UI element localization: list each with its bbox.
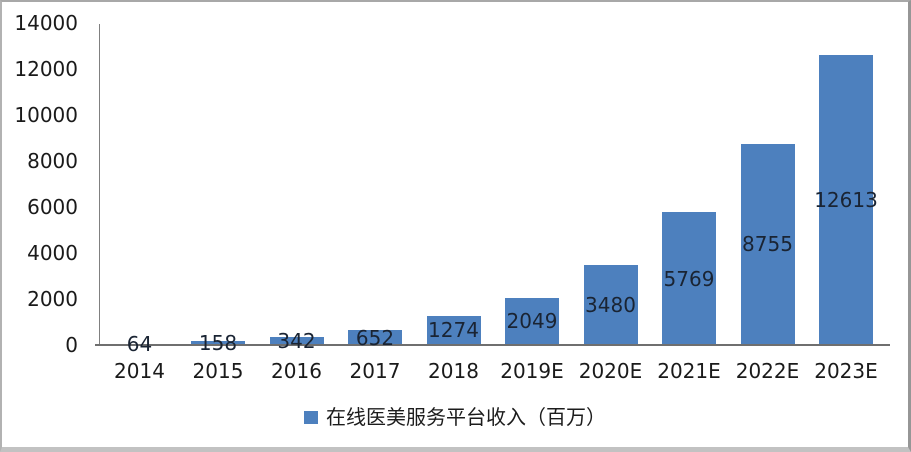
- bar-value-label: 5769: [663, 266, 715, 291]
- bar: [505, 297, 559, 345]
- bar-value-label: 652: [355, 325, 395, 350]
- bar: [348, 330, 402, 345]
- bar: [191, 341, 245, 345]
- y-axis-tick-label: 8000: [27, 149, 78, 173]
- bar: [819, 54, 873, 345]
- x-axis-tick-label: 2020E: [578, 359, 643, 383]
- y-axis-tick-label: 14000: [14, 11, 78, 35]
- bar: [583, 264, 638, 345]
- bar-value-label: 8755: [742, 232, 793, 257]
- x-axis-tick-label: 2015: [192, 359, 244, 383]
- y-axis-tick-label: 10000: [14, 103, 78, 127]
- y-axis-tick-label: 6000: [27, 195, 78, 219]
- y-axis-tick-label: 4000: [27, 241, 78, 265]
- bar: [740, 143, 795, 345]
- bar-value-label: 2049: [506, 309, 558, 334]
- plot-area: 0 2000 4000 6000 8000 10000 12000 14000 64 2014 15…: [2, 2, 908, 447]
- x-axis-tick-label: 2017: [349, 359, 401, 383]
- x-axis-tick-label: 2021E: [657, 359, 721, 383]
- bar-value-label: 12613: [814, 187, 878, 212]
- y-axis-tick-label: 2000: [27, 287, 78, 311]
- x-axis-tick-label: 2022E: [735, 359, 800, 383]
- bar-value-label: 1274: [428, 318, 479, 343]
- y-axis-tick-label: 12000: [14, 57, 78, 81]
- bar: [269, 337, 324, 345]
- legend-color-swatch: [304, 410, 318, 424]
- bar: [426, 315, 481, 345]
- x-axis-tick-label: 2019E: [500, 359, 564, 383]
- bar-value-label: 158: [198, 331, 238, 356]
- bar-value-label: 342: [277, 329, 316, 354]
- bar-value-label: 3480: [585, 292, 636, 317]
- x-axis-tick-label: 2016: [271, 359, 322, 383]
- x-axis-line: [95, 344, 890, 346]
- legend-label: 在线医美服务平台收入（百万）: [326, 405, 606, 429]
- x-axis-tick-label: 2018: [428, 359, 479, 383]
- y-axis-line: [99, 24, 100, 345]
- x-axis-tick-label: 2023E: [814, 359, 878, 383]
- x-axis-tick-label: 2014: [114, 359, 165, 383]
- bar-value-label: 64: [126, 332, 153, 357]
- legend: 在线医美服务平台收入（百万）: [2, 404, 908, 430]
- y-axis-tick-label: 0: [65, 333, 78, 357]
- bar: [662, 212, 716, 345]
